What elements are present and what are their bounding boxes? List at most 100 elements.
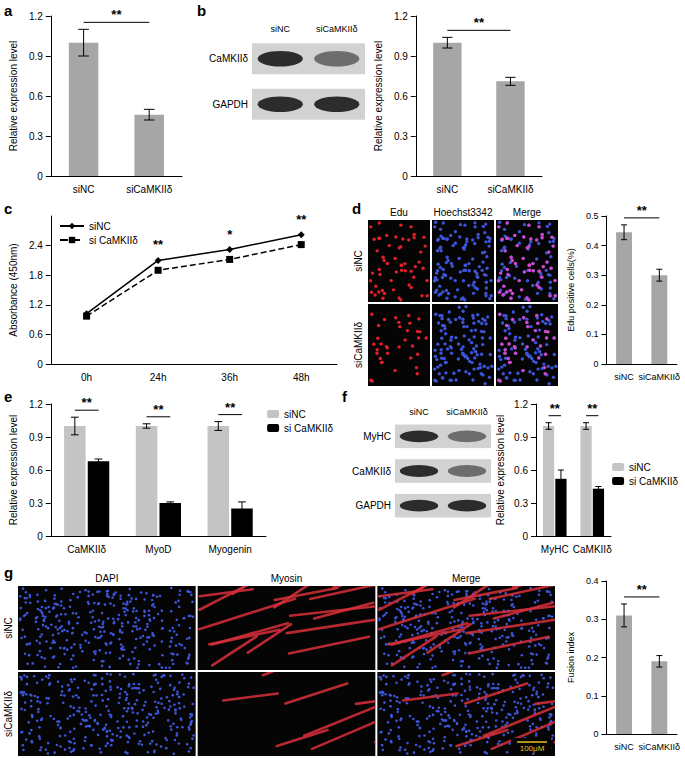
svg-text:siCaMKIIδ: siCaMKIIδ	[487, 184, 534, 195]
svg-text:1.2: 1.2	[29, 11, 43, 22]
svg-text:Edu positive cells(%): Edu positive cells(%)	[566, 248, 576, 332]
svg-text:1.2: 1.2	[394, 11, 408, 22]
svg-text:0.5: 0.5	[586, 211, 599, 221]
svg-text:siNC: siNC	[89, 221, 111, 232]
svg-text:0.1: 0.1	[586, 329, 599, 339]
svg-text:a: a	[4, 2, 13, 19]
svg-text:CaMKIIδ: CaMKIIδ	[573, 544, 612, 555]
svg-text:0.4: 0.4	[586, 576, 599, 586]
svg-text:**: **	[550, 401, 561, 416]
svg-text:e: e	[4, 388, 12, 405]
svg-text:siNC: siNC	[629, 462, 651, 473]
svg-text:0: 0	[522, 531, 528, 542]
svg-text:**: **	[296, 212, 307, 227]
svg-text:GAPDH: GAPDH	[212, 99, 248, 110]
svg-text:0.3: 0.3	[514, 498, 528, 509]
svg-text:**: **	[82, 395, 93, 410]
svg-text:0: 0	[37, 531, 43, 542]
svg-text:siNC: siNC	[284, 409, 306, 420]
svg-text:0.9: 0.9	[394, 51, 408, 62]
svg-text:CaMKIIδ: CaMKIIδ	[67, 544, 106, 555]
svg-text:Fusion index: Fusion index	[566, 631, 576, 683]
svg-text:siNC: siNC	[353, 250, 364, 272]
svg-text:f: f	[342, 388, 348, 405]
svg-text:si CaMKIIδ: si CaMKIIδ	[629, 476, 678, 487]
svg-text:2.4: 2.4	[29, 240, 43, 251]
svg-text:siCaMKIIδ: siCaMKIIδ	[639, 742, 681, 752]
svg-text:*: *	[227, 227, 233, 242]
svg-text:**: **	[153, 237, 164, 252]
svg-text:MyHC: MyHC	[541, 544, 569, 555]
svg-text:siCaMKIIδ: siCaMKIIδ	[446, 407, 488, 417]
svg-text:siNC: siNC	[437, 184, 459, 195]
svg-text:0: 0	[37, 171, 43, 182]
svg-text:DAPI: DAPI	[95, 573, 118, 584]
svg-text:0.9: 0.9	[29, 51, 43, 62]
svg-text:1.2: 1.2	[29, 399, 43, 410]
svg-text:siNC: siNC	[3, 617, 14, 639]
svg-text:siCaMKIIδ: siCaMKIIδ	[126, 184, 173, 195]
svg-text:100μM: 100μM	[520, 744, 545, 753]
svg-text:Hoechst3342: Hoechst3342	[434, 207, 493, 218]
svg-text:0.6: 0.6	[29, 329, 43, 340]
svg-text:Myogenin: Myogenin	[208, 544, 251, 555]
svg-text:MyHC: MyHC	[363, 431, 391, 442]
svg-text:0.1: 0.1	[586, 691, 599, 701]
svg-text:0.2: 0.2	[586, 300, 599, 310]
svg-text:0.3: 0.3	[586, 614, 599, 624]
svg-text:**: **	[637, 203, 648, 218]
svg-text:Relative expression level: Relative expression level	[8, 41, 19, 152]
svg-text:0.2: 0.2	[586, 653, 599, 663]
svg-text:0: 0	[593, 729, 598, 739]
svg-text:siNC: siNC	[73, 184, 95, 195]
svg-text:Edu: Edu	[390, 207, 408, 218]
svg-text:MyoD: MyoD	[145, 544, 171, 555]
svg-text:**: **	[225, 400, 236, 415]
svg-text:siNC: siNC	[614, 742, 634, 752]
svg-text:**: **	[153, 402, 164, 417]
svg-text:0.3: 0.3	[29, 498, 43, 509]
svg-text:siNC: siNC	[271, 24, 291, 34]
svg-text:CaMKIIδ: CaMKIIδ	[209, 53, 248, 64]
svg-text:0.3: 0.3	[586, 270, 599, 280]
svg-text:48h: 48h	[293, 372, 310, 383]
svg-text:Merge: Merge	[513, 207, 542, 218]
svg-text:0.9: 0.9	[29, 432, 43, 443]
svg-text:b: b	[197, 2, 206, 19]
svg-text:0h: 0h	[81, 372, 92, 383]
svg-text:0: 0	[593, 359, 598, 369]
svg-text:siCaMKIIδ: siCaMKIIδ	[639, 372, 681, 382]
svg-text:24h: 24h	[150, 372, 167, 383]
svg-text:Relative expression level: Relative expression level	[495, 415, 506, 526]
svg-text:36h: 36h	[221, 372, 238, 383]
svg-text:1.2: 1.2	[514, 399, 528, 410]
svg-text:Myosin: Myosin	[271, 573, 303, 584]
svg-text:siNC: siNC	[614, 372, 634, 382]
svg-text:siCaMKIIδ: siCaMKIIδ	[316, 24, 358, 34]
svg-text:**: **	[637, 582, 648, 597]
svg-text:0: 0	[402, 171, 408, 182]
svg-text:g: g	[4, 564, 13, 581]
svg-text:**: **	[474, 15, 485, 30]
svg-text:d: d	[352, 200, 361, 217]
svg-text:0.6: 0.6	[514, 465, 528, 476]
svg-text:**: **	[587, 401, 598, 416]
svg-text:siNC: siNC	[409, 407, 429, 417]
svg-text:1.8: 1.8	[29, 270, 43, 281]
svg-text:0.3: 0.3	[29, 131, 43, 142]
svg-text:Relative expression level: Relative expression level	[373, 41, 384, 152]
svg-text:Absorbance (450nm): Absorbance (450nm)	[8, 243, 19, 336]
svg-text:CaMKIIδ: CaMKIIδ	[352, 466, 391, 477]
svg-text:c: c	[4, 200, 12, 217]
svg-text:0.6: 0.6	[394, 91, 408, 102]
svg-text:Merge: Merge	[452, 573, 481, 584]
svg-text:0.4: 0.4	[586, 241, 599, 251]
svg-text:si CaMKIIδ: si CaMKIIδ	[89, 235, 138, 246]
svg-text:1.2: 1.2	[29, 299, 43, 310]
svg-text:Relative expression level: Relative expression level	[8, 415, 19, 526]
svg-text:0.3: 0.3	[394, 131, 408, 142]
svg-text:GAPDH: GAPDH	[355, 500, 391, 511]
svg-text:siCaMKIIδ: siCaMKIIδ	[353, 322, 364, 369]
svg-text:**: **	[111, 7, 122, 22]
svg-text:siCaMKIIδ: siCaMKIIδ	[3, 691, 14, 738]
